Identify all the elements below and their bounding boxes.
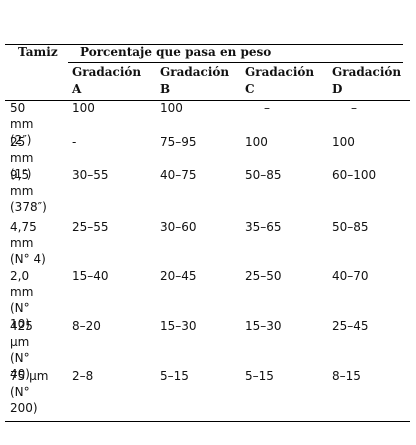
value-cell: 50–85: [245, 168, 282, 182]
value-cell: 100: [72, 101, 95, 115]
value-cell: 15–30: [160, 319, 197, 333]
column-header: Gradación D: [332, 65, 402, 96]
sieve-size: 4,75 mm (N° 4): [10, 220, 46, 266]
sieve-size: 75 µm (N° 200): [10, 369, 49, 415]
value-cell: 25–45: [332, 319, 369, 333]
bottom-rule: [5, 421, 410, 422]
column-header: Gradación B: [160, 65, 230, 96]
value-cell: 35–65: [245, 220, 282, 234]
value-cell: 100: [332, 135, 355, 149]
sieve-size: 9,5 mm (378″): [10, 168, 47, 214]
group-header: Porcentaje que pasa en peso: [80, 45, 272, 59]
column-header: Gradación C: [245, 65, 315, 96]
sieve-size: 25 mm (1″): [10, 135, 34, 181]
sieve-size: 425 µm (N° 40): [10, 319, 33, 381]
value-cell: 25–55: [72, 220, 109, 234]
value-cell: 40–75: [160, 168, 197, 182]
value-cell: 15–30: [245, 319, 282, 333]
value-cell: 8–15: [332, 369, 361, 383]
header-rule: [5, 100, 410, 101]
value-cell: 30–55: [72, 168, 109, 182]
value-cell: 20–45: [160, 269, 197, 283]
value-cell: 8–20: [72, 319, 101, 333]
value-cell: -: [72, 135, 77, 149]
sieve-size: 50 mm (2″): [10, 101, 34, 147]
value-cell: 50–85: [332, 220, 369, 234]
value-cell: 5–15: [160, 369, 189, 383]
sieve-header: Tamiz: [18, 45, 58, 59]
value-cell: –: [264, 101, 270, 115]
value-cell: 5–15: [245, 369, 274, 383]
top-rule: [5, 44, 403, 45]
value-cell: 2–8: [72, 369, 94, 383]
value-cell: 100: [160, 101, 183, 115]
group-rule: [68, 62, 403, 63]
value-cell: 15–40: [72, 269, 109, 283]
value-cell: 75–95: [160, 135, 197, 149]
column-header: Gradación A: [72, 65, 142, 96]
sieve-size: 2,0 mm (N° 10): [10, 269, 34, 331]
value-cell: –: [351, 101, 357, 115]
value-cell: 40–70: [332, 269, 369, 283]
value-cell: 100: [245, 135, 268, 149]
value-cell: 30–60: [160, 220, 197, 234]
value-cell: 25–50: [245, 269, 282, 283]
value-cell: 60–100: [332, 168, 377, 182]
